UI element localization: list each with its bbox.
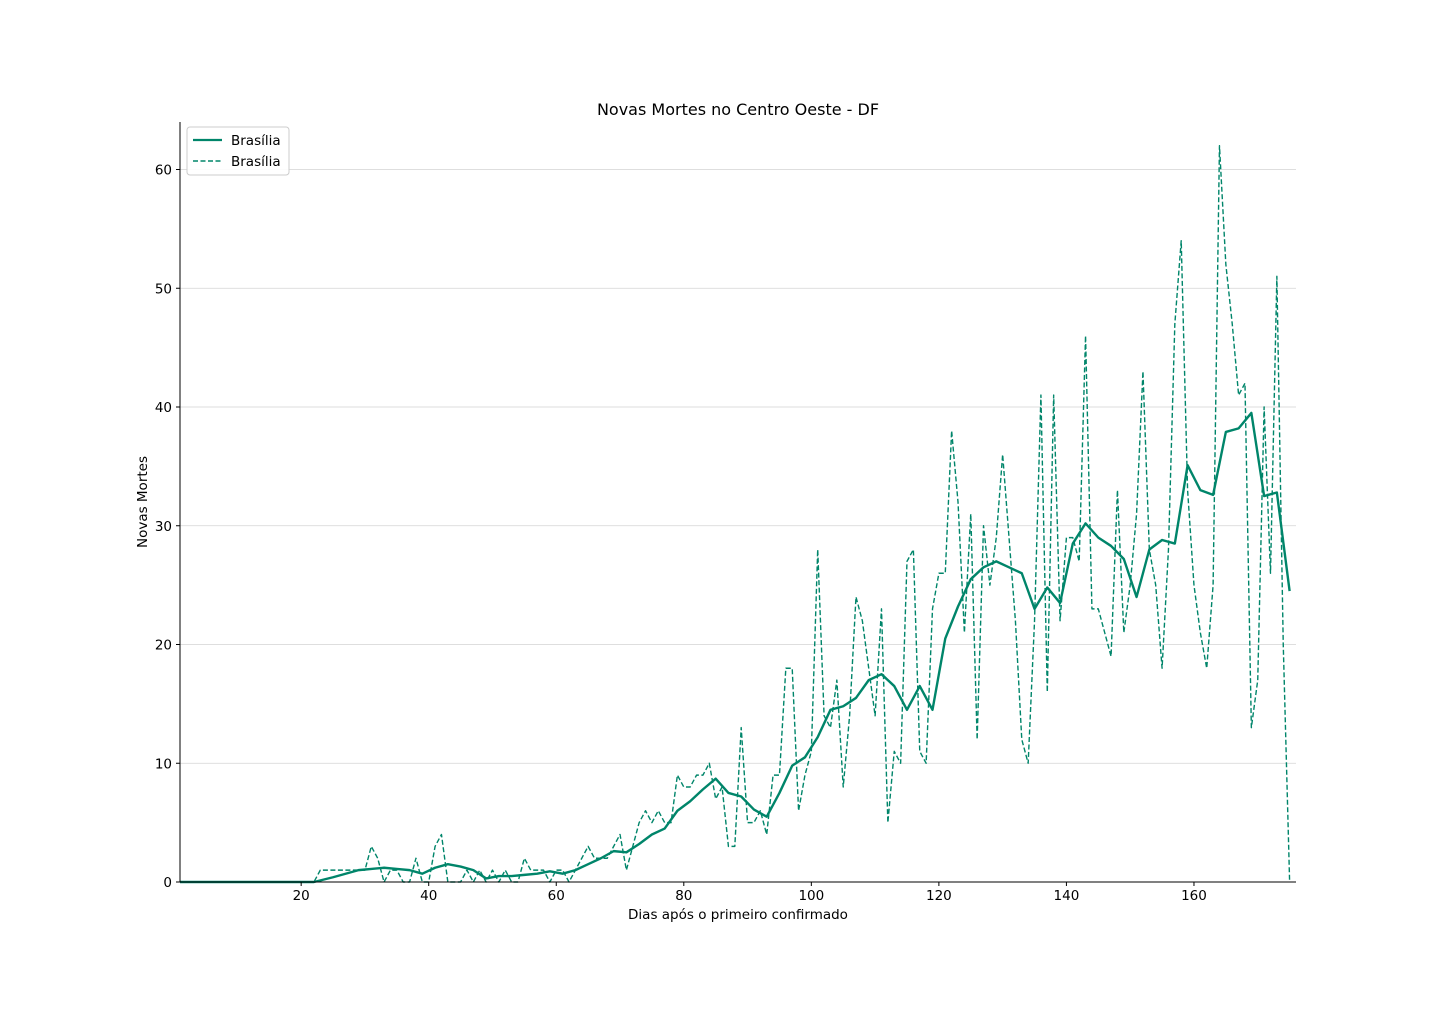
gridlines xyxy=(180,169,1296,764)
x-tick-label-120: 120 xyxy=(926,888,952,904)
y-tick-label-50: 50 xyxy=(155,281,172,297)
y-axis-label: Novas Mortes xyxy=(135,456,151,548)
chart-title: Novas Mortes no Centro Oeste - DF xyxy=(597,100,879,119)
legend-label-dashed: Brasília xyxy=(231,154,281,170)
x-tick-label-20: 20 xyxy=(293,888,310,904)
y-tick-label-60: 60 xyxy=(155,163,172,179)
x-tick-label-80: 80 xyxy=(675,888,692,904)
y-tick-label-0: 0 xyxy=(163,875,172,891)
plot-series xyxy=(180,145,1291,884)
y-tick-label-30: 30 xyxy=(155,519,172,535)
x-tick-label-140: 140 xyxy=(1054,888,1080,904)
y-tick-label-10: 10 xyxy=(155,756,172,772)
x-tick-label-40: 40 xyxy=(420,888,437,904)
y-ticks: 0 10 20 30 40 50 60 xyxy=(155,163,180,891)
legend-label-solid: Brasília xyxy=(231,133,281,149)
x-ticks: 20 40 60 80 100 120 140 160 xyxy=(293,882,1207,904)
axes xyxy=(179,122,1296,883)
x-tick-label-60: 60 xyxy=(548,888,565,904)
series-line-dashed xyxy=(180,145,1291,883)
x-tick-label-100: 100 xyxy=(798,888,824,904)
y-tick-label-20: 20 xyxy=(155,638,172,654)
legend: Brasília Brasília xyxy=(186,126,290,176)
x-tick-label-160: 160 xyxy=(1181,888,1207,904)
x-axis-label: Dias após o primeiro confirmado xyxy=(628,907,848,923)
y-tick-label-40: 40 xyxy=(155,400,172,416)
series-line-solid xyxy=(180,411,1291,884)
